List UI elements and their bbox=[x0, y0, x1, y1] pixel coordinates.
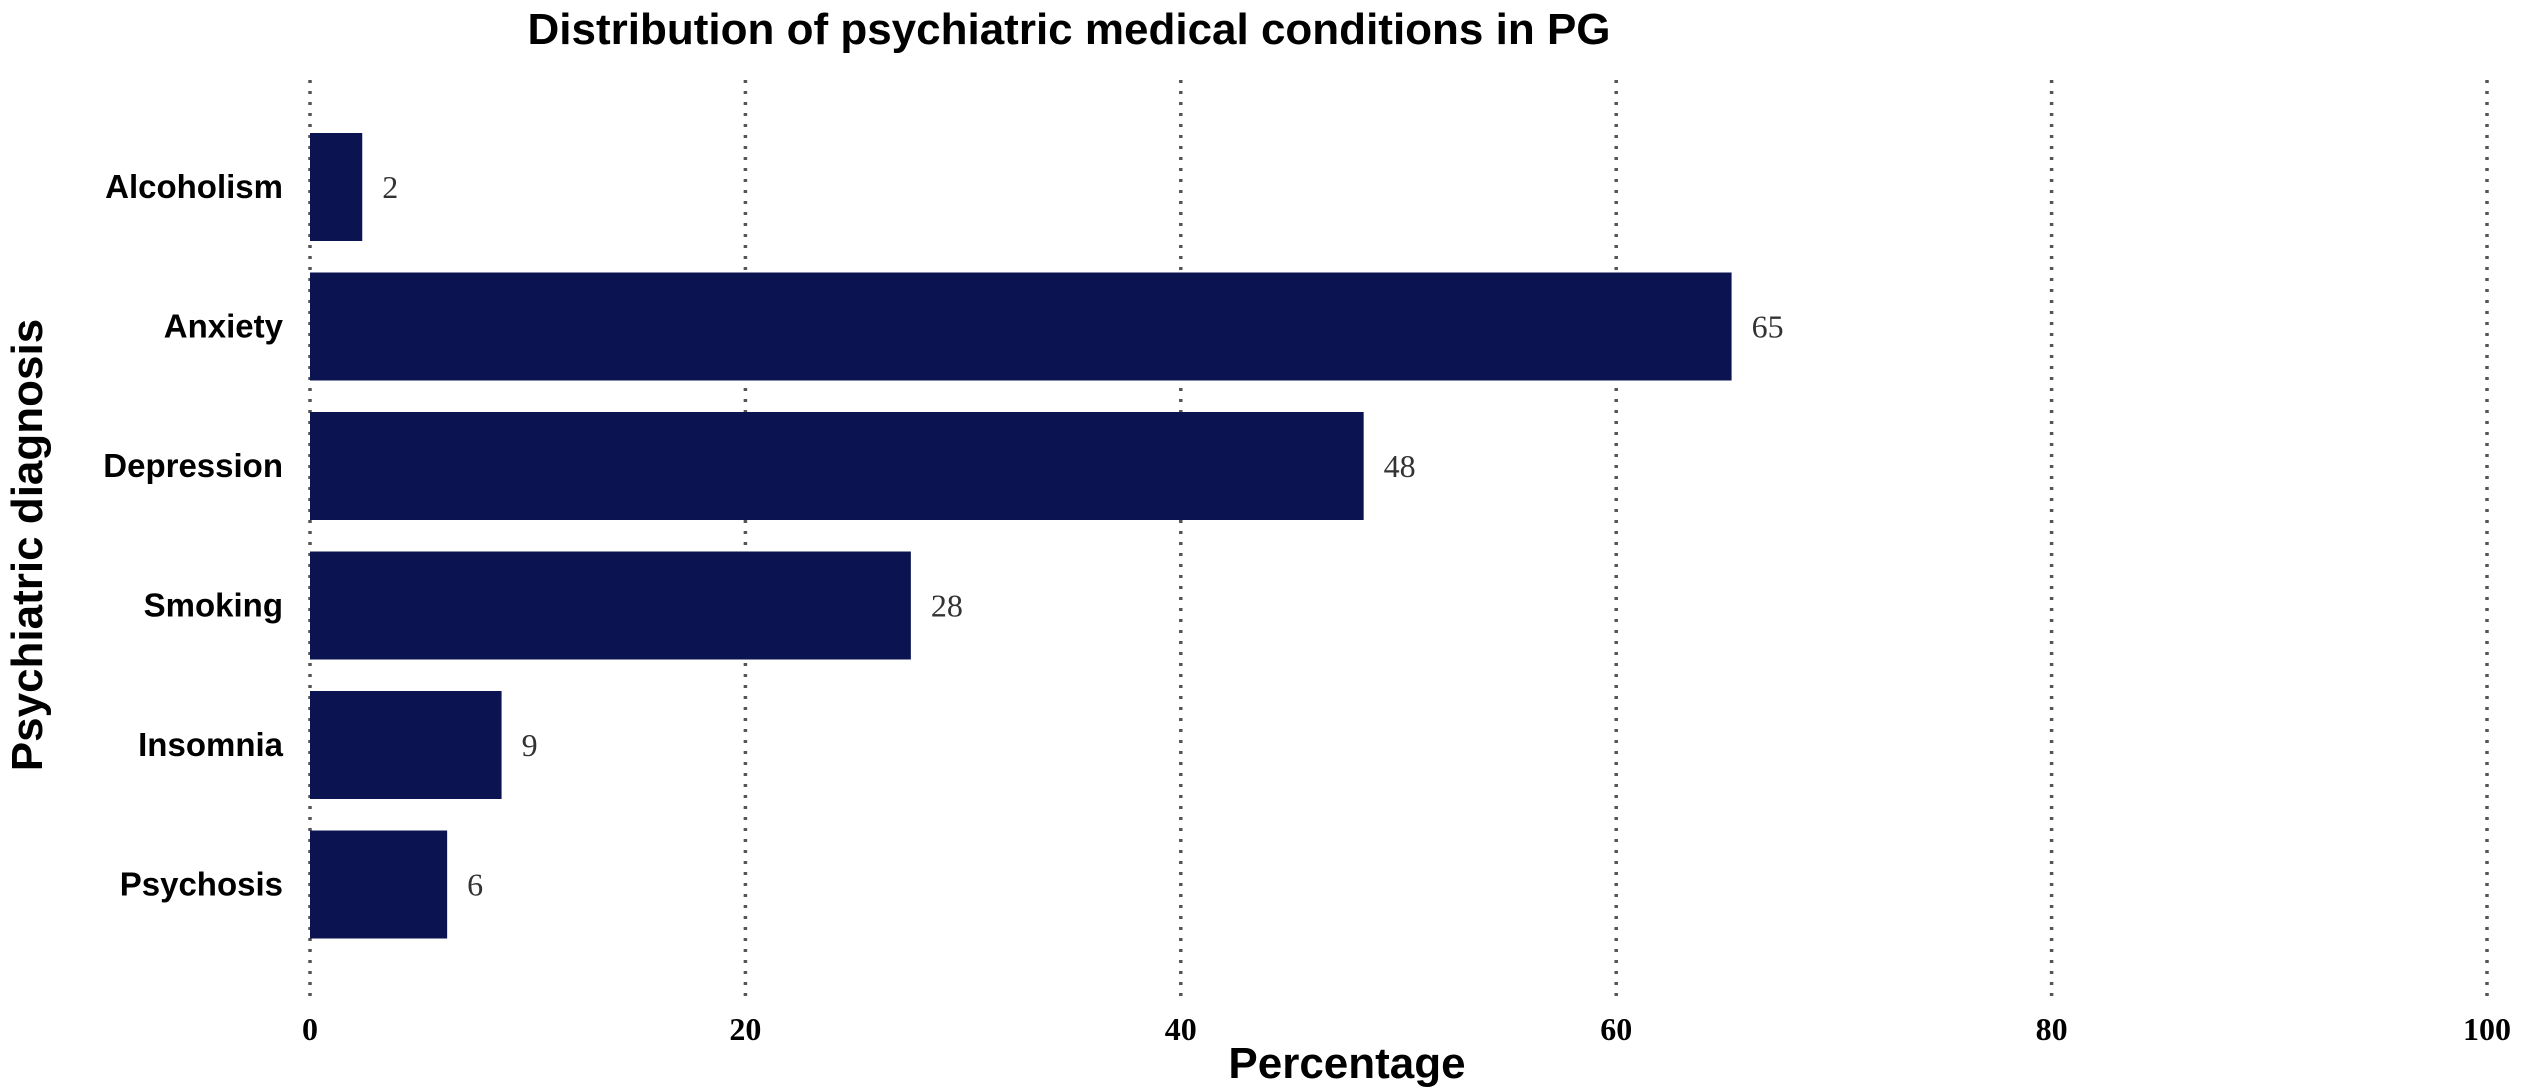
category-label-psychosis: Psychosis bbox=[120, 866, 283, 903]
y-axis-title: Psychiatric diagnosis bbox=[3, 319, 52, 771]
data-label-smoking: 28 bbox=[931, 588, 963, 624]
category-label-depression: Depression bbox=[103, 447, 283, 484]
x-axis-title: Percentage bbox=[1228, 1039, 1465, 1088]
data-label-alcoholism: 2 bbox=[382, 169, 398, 205]
bar-insomnia bbox=[310, 691, 502, 799]
bars bbox=[310, 133, 1732, 939]
bar-psychosis bbox=[310, 830, 448, 939]
labels: 0 20 40 60 80 100 Alcoholism 2 Anxiety 65 Depressi… bbox=[103, 168, 2511, 1047]
category-label-insomnia: Insomnia bbox=[138, 726, 284, 763]
bar-depression bbox=[310, 412, 1364, 520]
bar-smoking bbox=[310, 551, 911, 660]
gridlines bbox=[308, 80, 2489, 1000]
chart-title: Distribution of psychiatric medical cond… bbox=[527, 5, 1610, 54]
x-tick-label-80: 80 bbox=[2036, 1011, 2068, 1047]
x-tick-label-0: 0 bbox=[302, 1011, 318, 1047]
x-tick-label-60: 60 bbox=[1600, 1011, 1632, 1047]
category-label-alcoholism: Alcoholism bbox=[105, 168, 283, 205]
data-label-anxiety: 65 bbox=[1752, 309, 1784, 345]
category-label-anxiety: Anxiety bbox=[164, 308, 284, 345]
bar-alcoholism bbox=[310, 133, 363, 241]
category-label-smoking: Smoking bbox=[144, 587, 283, 624]
x-tick-label-40: 40 bbox=[1165, 1011, 1197, 1047]
bar-anxiety bbox=[310, 272, 1732, 381]
x-tick-label-100: 100 bbox=[2463, 1011, 2511, 1047]
x-tick-label-20: 20 bbox=[729, 1011, 761, 1047]
data-label-insomnia: 9 bbox=[522, 727, 538, 763]
data-label-psychosis: 6 bbox=[467, 867, 483, 903]
data-label-depression: 48 bbox=[1384, 448, 1416, 484]
